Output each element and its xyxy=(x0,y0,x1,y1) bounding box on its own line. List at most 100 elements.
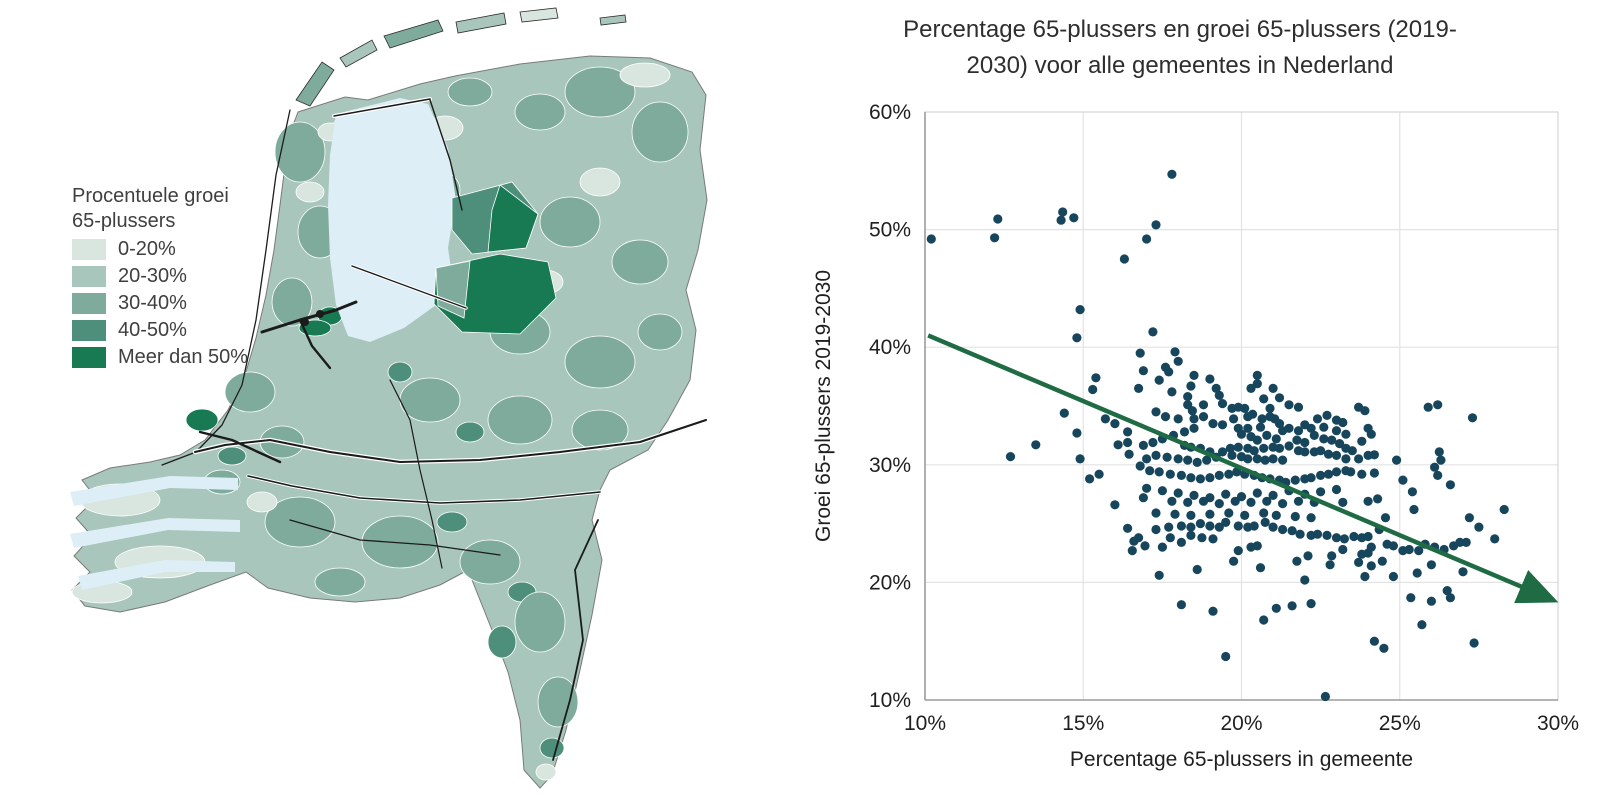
data-point xyxy=(1135,348,1145,358)
data-point xyxy=(1300,437,1310,448)
data-point xyxy=(1293,496,1304,506)
data-point xyxy=(1366,429,1376,439)
data-point xyxy=(1138,493,1148,503)
data-point xyxy=(1058,207,1068,217)
data-point xyxy=(1195,474,1205,484)
data-point xyxy=(1069,213,1079,223)
data-point xyxy=(1319,434,1329,444)
data-point xyxy=(1323,469,1334,479)
data-point xyxy=(1236,492,1247,502)
data-point xyxy=(1123,523,1133,533)
legend-title: Procentuele groei 65-plussers xyxy=(72,185,229,232)
data-point xyxy=(1189,414,1199,424)
data-point xyxy=(1123,437,1133,448)
legend-swatch xyxy=(72,292,106,314)
y-tick-label: 50% xyxy=(869,219,911,242)
map-zeeland-channels xyxy=(70,476,240,590)
data-point xyxy=(1227,403,1237,413)
data-point xyxy=(1306,513,1316,523)
legend-item: 40-50% xyxy=(72,318,302,342)
data-point xyxy=(1229,414,1239,424)
y-tick-label: 20% xyxy=(869,571,911,594)
data-point xyxy=(1268,442,1278,452)
data-point xyxy=(1217,420,1228,430)
data-point xyxy=(1290,475,1300,485)
data-point xyxy=(1436,455,1446,465)
data-point xyxy=(1369,450,1379,460)
data-point xyxy=(1208,534,1218,544)
data-point xyxy=(1259,615,1269,625)
data-point xyxy=(1331,426,1342,436)
data-point xyxy=(1252,488,1262,498)
data-point xyxy=(1271,603,1281,613)
data-point xyxy=(1186,381,1196,391)
data-point xyxy=(1091,373,1101,383)
data-point xyxy=(1075,454,1085,464)
data-point xyxy=(990,233,1000,243)
data-point xyxy=(1151,407,1161,417)
data-point xyxy=(1287,526,1297,536)
data-point xyxy=(1134,383,1144,393)
data-point xyxy=(1123,427,1133,437)
legend-swatch xyxy=(72,238,106,260)
data-point xyxy=(1173,414,1183,424)
data-point xyxy=(1252,435,1262,445)
data-point xyxy=(1366,561,1376,571)
data-point xyxy=(1134,533,1144,543)
data-point xyxy=(1233,521,1243,531)
data-point xyxy=(1347,446,1357,456)
data-point xyxy=(1217,399,1228,409)
data-point xyxy=(1151,450,1161,460)
data-point xyxy=(1031,440,1041,450)
data-point xyxy=(1208,419,1218,429)
data-point xyxy=(1252,379,1262,389)
data-point xyxy=(1354,454,1364,464)
data-point xyxy=(1268,490,1278,500)
data-point xyxy=(1249,521,1259,531)
x-tick-label: 20% xyxy=(1220,712,1262,735)
map-coastline xyxy=(161,109,291,466)
data-point xyxy=(1240,510,1250,520)
data-point xyxy=(1148,327,1158,337)
data-point xyxy=(1414,546,1424,556)
data-point xyxy=(1252,454,1262,464)
data-point xyxy=(1360,406,1370,416)
data-point xyxy=(1259,508,1269,518)
y-tick-label: 30% xyxy=(869,454,911,477)
data-point xyxy=(1499,504,1509,515)
netherlands-map-panel: Procentuele groei 65-plussers 0-20% 20-30… xyxy=(70,7,709,789)
data-point xyxy=(1262,430,1272,440)
data-point xyxy=(1290,511,1300,522)
data-point xyxy=(1183,497,1193,507)
data-point xyxy=(1292,435,1302,445)
data-point xyxy=(1176,521,1186,531)
data-point xyxy=(1417,620,1427,630)
data-point xyxy=(1306,599,1316,609)
data-point xyxy=(1233,442,1243,452)
data-point xyxy=(1469,638,1479,648)
data-point xyxy=(1151,508,1161,518)
data-point xyxy=(1124,449,1134,459)
data-point xyxy=(1442,586,1452,596)
data-point xyxy=(1423,402,1433,412)
data-point xyxy=(1255,422,1266,432)
data-point xyxy=(1271,434,1281,444)
data-point xyxy=(1338,544,1348,555)
legend-item: 0-20% xyxy=(72,237,302,261)
data-point xyxy=(1445,480,1455,490)
data-point xyxy=(1208,606,1218,616)
data-point xyxy=(1110,419,1120,429)
data-point xyxy=(1165,469,1175,479)
data-point xyxy=(1165,533,1175,543)
data-point xyxy=(1167,496,1177,506)
x-tick-label: 25% xyxy=(1379,712,1421,735)
data-point xyxy=(1325,560,1335,570)
data-point xyxy=(1360,571,1370,582)
data-point xyxy=(1409,504,1419,515)
data-point xyxy=(1154,467,1164,477)
data-point xyxy=(1259,394,1269,404)
data-point xyxy=(1293,402,1304,412)
data-point xyxy=(1369,468,1379,478)
data-point xyxy=(1382,539,1392,549)
x-tick-label: 30% xyxy=(1537,712,1579,735)
